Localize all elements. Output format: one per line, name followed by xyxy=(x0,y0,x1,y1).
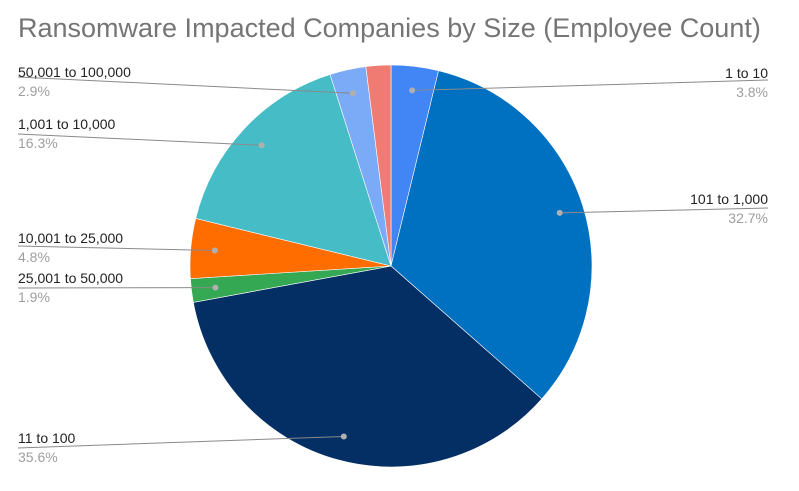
slice-label-group: 1,001 to 10,000 16.3% xyxy=(17,116,265,151)
leader-line xyxy=(17,133,262,146)
slice-label: 10,001 to 25,000 xyxy=(18,230,123,246)
slice-label: 25,001 to 50,000 xyxy=(18,270,123,286)
slice-percent: 4.8% xyxy=(18,249,50,265)
leader-line xyxy=(17,436,344,449)
slice-label-group: 10,001 to 25,000 4.8% xyxy=(17,230,218,265)
leader-dot xyxy=(212,284,219,291)
slice-percent: 2.9% xyxy=(18,83,50,99)
leader-line xyxy=(17,76,354,94)
leader-line xyxy=(559,207,769,214)
leader-dot xyxy=(340,433,347,440)
slice-label: 50,001 to 100,000 xyxy=(18,64,131,80)
leader-line xyxy=(412,79,769,91)
slice-percent: 35.6% xyxy=(18,449,58,465)
pie-slice[interactable] xyxy=(390,70,593,400)
chart-title: Ransomware Impacted Companies by Size (E… xyxy=(18,13,761,43)
slice-percent: 16.3% xyxy=(18,135,58,151)
pie-slice[interactable] xyxy=(195,74,392,267)
slice-label: 1 to 10 xyxy=(725,65,768,81)
leader-dot xyxy=(409,87,416,94)
slice-label: 101 to 1,000 xyxy=(690,191,768,207)
pie-slice[interactable] xyxy=(192,265,543,468)
slice-percent: 32.7% xyxy=(728,210,768,226)
slice-label-group: 11 to 100 35.6% xyxy=(17,430,347,465)
pie-slice[interactable] xyxy=(365,64,392,267)
slice-label-group: 1 to 10 3.8% xyxy=(409,65,768,100)
leader-dot xyxy=(350,90,356,97)
slice-label: 11 to 100 xyxy=(18,430,76,446)
leader-dot xyxy=(258,142,265,149)
slice-percent: 1.9% xyxy=(18,289,50,305)
slice-label-group: 25,001 to 50,000 1.9% xyxy=(17,270,219,305)
slice-label-group: 50,001 to 100,000 2.9% xyxy=(17,64,356,99)
slice-label-group: 101 to 1,000 32.7% xyxy=(556,191,769,226)
leader-dot xyxy=(211,247,218,254)
leader-dot xyxy=(556,209,563,216)
slice-percent: 3.8% xyxy=(736,84,768,100)
slice-label: 1,001 to 10,000 xyxy=(18,116,116,132)
leader-line xyxy=(17,245,215,251)
